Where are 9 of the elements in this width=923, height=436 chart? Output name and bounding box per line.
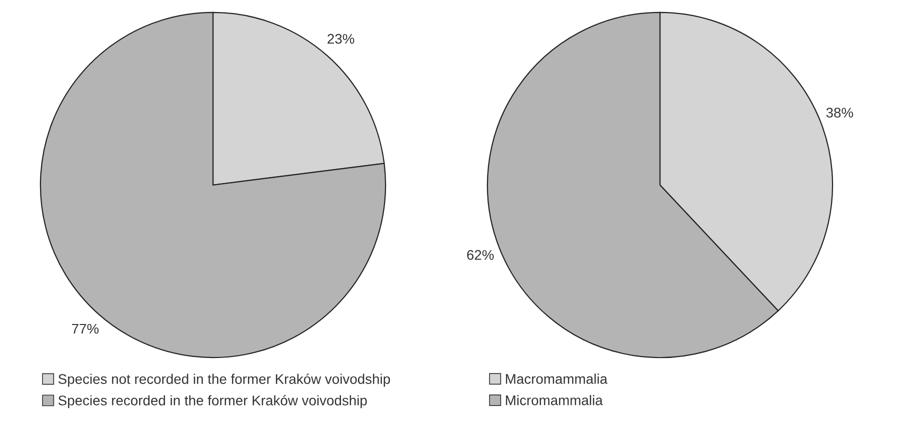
legend-label: Species recorded in the former Kraków voivodship — [58, 395, 367, 408]
pie-slice — [40, 12, 386, 358]
data-label: 62% — [467, 250, 494, 260]
legend-label: Macromammalia — [506, 374, 608, 384]
data-label: 23% — [328, 34, 354, 44]
data-label: 38% — [826, 108, 854, 118]
data-label: 77% — [72, 324, 99, 334]
legend-label: Species not recorded in the former Kraków voivodship — [58, 374, 390, 387]
legend-label: Micromammalia — [506, 395, 603, 406]
